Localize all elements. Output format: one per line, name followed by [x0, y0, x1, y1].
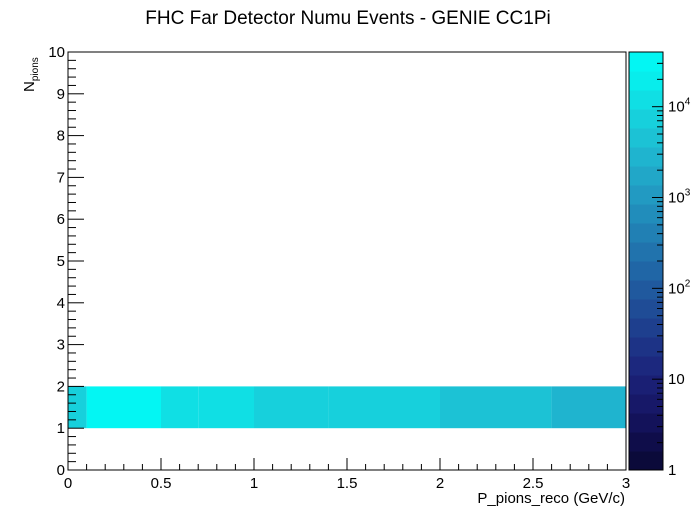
y-tick-label: 2 — [57, 378, 65, 395]
color-scale-segment — [629, 375, 663, 395]
color-scale-segment — [629, 90, 663, 110]
heatmap-cell — [198, 386, 254, 429]
heatmap-cell — [254, 386, 329, 429]
color-scale-segment — [629, 223, 663, 243]
x-tick-label: 0.5 — [151, 475, 172, 492]
color-scale-segment — [629, 242, 663, 262]
heatmap-cell — [68, 386, 87, 429]
y-tick-label: 7 — [57, 169, 65, 186]
color-scale-tick-label: 104 — [668, 97, 691, 116]
chart-title: FHC Far Detector Numu Events - GENIE CC1… — [145, 8, 550, 29]
color-scale-bar: 1 10 102 103 104 — [628, 51, 691, 479]
heatmap-cell — [161, 386, 199, 429]
color-scale-segment — [629, 204, 663, 224]
heatmap-cell — [328, 386, 440, 429]
color-scale-tick-label: 103 — [668, 188, 691, 207]
color-scale-segment — [629, 337, 663, 357]
heatmap-cell — [86, 386, 161, 429]
heatmap-cells — [68, 386, 626, 429]
y-tick-label: 8 — [57, 128, 65, 145]
color-scale-tick-label: 10 — [668, 371, 685, 388]
y-axis-label-sub: pions — [30, 57, 41, 81]
x-axis: 0 0.5 1 1.5 2 2.5 3 — [64, 458, 630, 492]
color-scale-segment — [629, 451, 663, 471]
color-scale-segment — [629, 166, 663, 186]
heatmap-cell — [551, 386, 626, 429]
x-tick-label: 1 — [250, 475, 258, 492]
y-tick-label: 9 — [57, 86, 65, 103]
y-axis-label: Npions — [21, 57, 41, 92]
y-tick-label: 3 — [57, 337, 65, 354]
color-scale-segment — [629, 432, 663, 452]
color-scale-tick-label: 1 — [668, 462, 676, 479]
y-tick-label: 6 — [57, 211, 65, 228]
color-scale-segment — [629, 394, 663, 414]
x-tick-label: 2 — [436, 475, 444, 492]
color-scale-segment — [629, 413, 663, 433]
svg-text:Npions: Npions — [21, 57, 41, 92]
color-scale-segment — [629, 280, 663, 300]
x-axis-label: P_pions_reco (GeV/c) — [477, 490, 625, 507]
color-scale-segment — [629, 128, 663, 148]
color-scale-segment — [629, 261, 663, 281]
color-scale-segment — [629, 318, 663, 338]
color-scale-segment — [629, 71, 663, 91]
color-scale-segment — [629, 147, 663, 167]
x-tick-label: 1.5 — [337, 475, 358, 492]
x-tick-label: 2.5 — [523, 475, 544, 492]
color-scale-tick-label: 102 — [668, 278, 691, 297]
color-scale-segment — [629, 356, 663, 376]
heatmap-cell — [440, 386, 552, 429]
y-tick-label: 0 — [57, 462, 65, 479]
y-axis: 0 1 2 3 4 5 6 7 8 9 10 — [48, 44, 84, 479]
color-scale-segment — [629, 299, 663, 319]
y-axis-label-main: N — [21, 81, 38, 92]
y-tick-label: 4 — [57, 295, 65, 312]
color-scale-segment — [629, 109, 663, 129]
color-scale-segment — [629, 52, 663, 72]
x-tick-label: 0 — [64, 475, 72, 492]
x-tick-label: 3 — [622, 475, 630, 492]
y-tick-label: 1 — [57, 420, 65, 437]
y-tick-label: 5 — [57, 253, 65, 270]
y-tick-label: 10 — [48, 44, 65, 61]
color-scale-segment — [629, 185, 663, 205]
